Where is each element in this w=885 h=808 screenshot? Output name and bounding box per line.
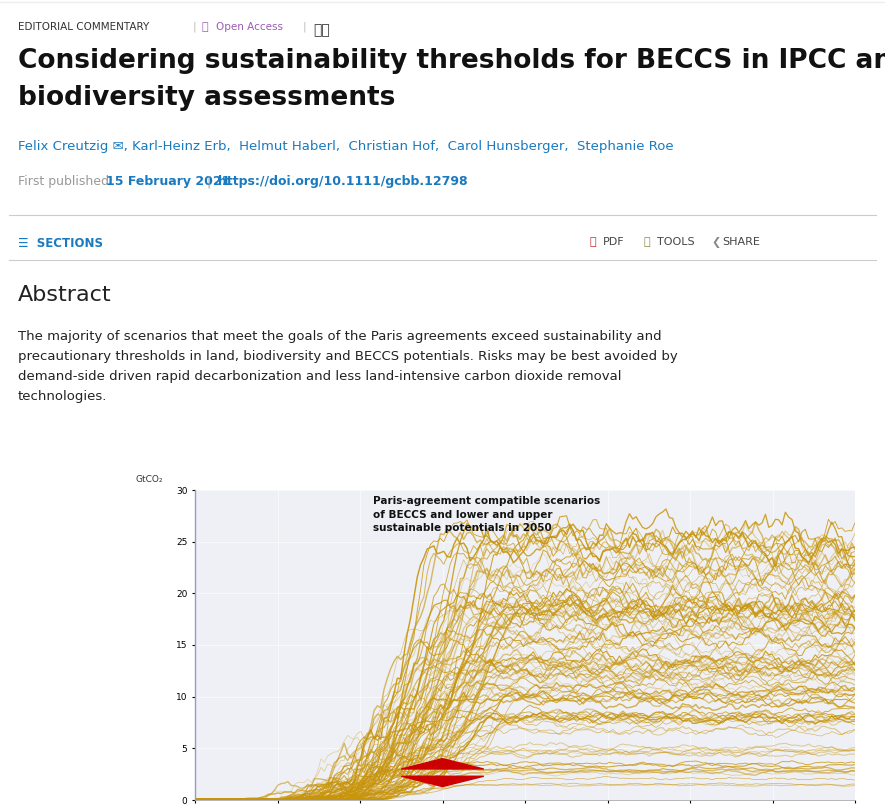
Text: SHARE: SHARE [722, 237, 760, 247]
Bar [0, 270, 885, 808]
Text: |: | [193, 22, 196, 32]
Bar [0, 270, 885, 808]
Text: 🔧: 🔧 [643, 237, 650, 247]
Text: 📄: 📄 [590, 237, 596, 247]
Polygon shape [401, 776, 484, 786]
Text: GtCO₂: GtCO₂ [135, 475, 163, 484]
Text: Considering sustainability thresholds for BECCS in IPCC and: Considering sustainability thresholds fo… [18, 48, 885, 74]
Text: Abstract: Abstract [18, 285, 112, 305]
Text: Paris-agreement compatible scenarios
of BECCS and lower and upper
sustainable po: Paris-agreement compatible scenarios of … [373, 496, 600, 533]
Text: 15 February 2021: 15 February 2021 [106, 175, 230, 188]
Text: biodiversity assessments: biodiversity assessments [18, 85, 396, 111]
Text: ❮: ❮ [711, 237, 720, 248]
Text: |: | [303, 22, 306, 32]
Text: |: | [203, 175, 215, 188]
Text: First published:: First published: [18, 175, 117, 188]
Text: TOOLS: TOOLS [657, 237, 695, 247]
Text: ☰  SECTIONS: ☰ SECTIONS [18, 237, 103, 250]
Text: https://doi.org/10.1111/gcbb.12798: https://doi.org/10.1111/gcbb.12798 [218, 175, 467, 188]
Text: Felix Creutzig ✉, Karl-Heinz Erb,  Helmut Haberl,  Christian Hof,  Carol Hunsber: Felix Creutzig ✉, Karl-Heinz Erb, Helmut… [18, 140, 673, 153]
Polygon shape [401, 759, 484, 769]
Text: EDITORIAL COMMENTARY: EDITORIAL COMMENTARY [18, 22, 150, 32]
Text: Ⓒⓘ: Ⓒⓘ [313, 23, 330, 37]
Text: The majority of scenarios that meet the goals of the Paris agreements exceed sus: The majority of scenarios that meet the … [18, 330, 678, 403]
Text: Open Access: Open Access [216, 22, 283, 32]
Text: PDF: PDF [603, 237, 625, 247]
Text: 🔒: 🔒 [201, 22, 208, 32]
